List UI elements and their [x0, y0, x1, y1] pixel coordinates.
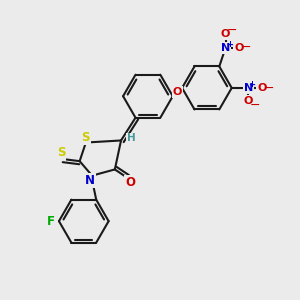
Text: N: N: [85, 174, 95, 187]
Text: O: O: [173, 87, 182, 97]
Text: O: O: [125, 176, 135, 189]
Text: +: +: [248, 80, 255, 89]
Text: S: S: [57, 146, 65, 159]
Text: N: N: [221, 43, 230, 53]
Text: O: O: [221, 29, 230, 39]
Text: O: O: [234, 43, 244, 53]
Text: −: −: [264, 81, 274, 94]
Text: −: −: [241, 41, 251, 54]
Text: N: N: [244, 83, 253, 93]
Text: F: F: [47, 215, 55, 228]
Text: S: S: [82, 131, 90, 144]
Text: −: −: [249, 99, 260, 112]
Text: H: H: [127, 134, 136, 143]
Text: +: +: [226, 40, 232, 49]
Text: O: O: [244, 96, 253, 106]
Text: −: −: [226, 24, 237, 37]
Text: O: O: [257, 83, 266, 93]
